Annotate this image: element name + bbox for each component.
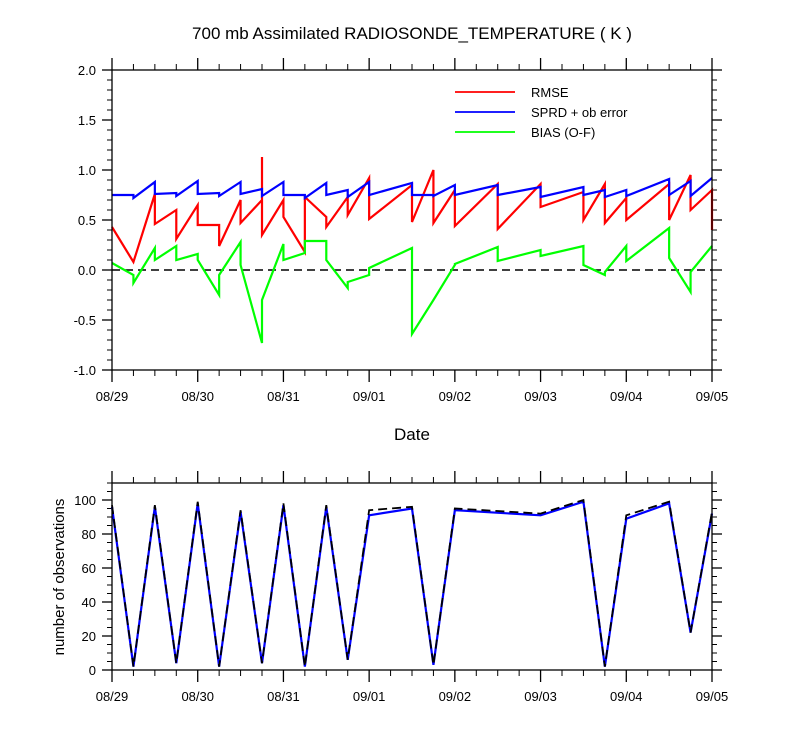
bottom-xtick-label: 09/04: [610, 689, 643, 704]
bottom-series-obs-used: [110, 500, 714, 667]
top-ytick-label: 1.0: [78, 163, 96, 178]
bottom-xtick-label: 09/03: [524, 689, 557, 704]
bottom-series-obs-possible: [111, 498, 713, 667]
legend-label: BIAS (O-F): [531, 125, 595, 140]
bottom-ytick-label: 100: [74, 493, 96, 508]
top-xtick-label: 08/29: [96, 389, 129, 404]
bottom-ytick-label: 80: [82, 527, 96, 542]
top-ytick-label: 0.0: [78, 263, 96, 278]
legend-label: SPRD + ob error: [531, 105, 628, 120]
top-ytick-label: -0.5: [74, 313, 96, 328]
bottom-xtick-label: 08/30: [181, 689, 214, 704]
bottom-xtick-label: 08/29: [96, 689, 129, 704]
x-axis-title: Date: [394, 425, 430, 444]
bottom-ytick-label: 60: [82, 561, 96, 576]
top-panel: 08/29 08/30 08/31 09/01 09/02 09/03 09/04 09/05…: [74, 58, 729, 444]
top-ytick-label: 1.5: [78, 113, 96, 128]
bottom-xtick-label: 09/01: [353, 689, 386, 704]
top-series-bias-o-f: [111, 225, 713, 344]
bottom-xtick-label: 09/05: [696, 689, 729, 704]
top-xtick-label: 09/04: [610, 389, 643, 404]
bottom-panel-frame: [111, 482, 713, 671]
legend: RMSE SPRD + ob error BIAS (O-F): [455, 85, 628, 140]
top-xtick-label: 09/05: [696, 389, 729, 404]
top-xtick-label: 09/03: [524, 389, 557, 404]
top-series-rmse: [111, 157, 714, 265]
top-ytick-label: 2.0: [78, 63, 96, 78]
bottom-ytick-label: 0: [89, 663, 96, 678]
top-panel-frame: [111, 69, 713, 371]
bottom-xtick-label: 08/31: [267, 689, 300, 704]
top-xtick-label: 09/01: [353, 389, 386, 404]
y-axis-title-observations: number of observations: [51, 499, 68, 656]
top-xtick-label: 08/30: [181, 389, 214, 404]
top-xtick-label: 08/31: [267, 389, 300, 404]
bottom-xtick-label: 09/02: [439, 689, 472, 704]
top-xtick-label: 09/02: [439, 389, 472, 404]
top-series-sprd-ob-error: [112, 177, 713, 201]
top-ytick-label: -1.0: [74, 363, 96, 378]
chart-title: 700 mb Assimilated RADIOSONDE_TEMPERATUR…: [192, 24, 632, 43]
bottom-panel: 08/29 08/30 08/31 09/01 09/02 09/03 09/04 09/05…: [51, 471, 728, 704]
bottom-ytick-label: 40: [82, 595, 96, 610]
bottom-ytick-label: 20: [82, 629, 96, 644]
top-ytick-label: 0.5: [78, 213, 96, 228]
legend-label: RMSE: [531, 85, 569, 100]
